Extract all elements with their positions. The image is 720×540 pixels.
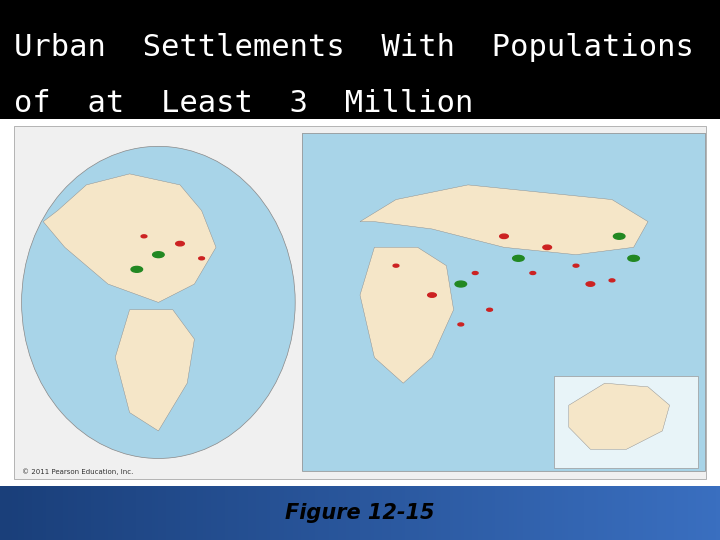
- Circle shape: [628, 255, 639, 261]
- Circle shape: [131, 266, 143, 272]
- Text: Urban  Settlements  With  Populations: Urban Settlements With Populations: [14, 33, 694, 62]
- Circle shape: [153, 252, 164, 258]
- Circle shape: [530, 272, 536, 274]
- Circle shape: [176, 241, 184, 246]
- FancyBboxPatch shape: [302, 133, 706, 471]
- Polygon shape: [569, 383, 670, 449]
- Circle shape: [543, 245, 552, 249]
- Circle shape: [458, 323, 464, 326]
- Circle shape: [393, 264, 399, 267]
- Circle shape: [199, 257, 204, 260]
- Circle shape: [586, 282, 595, 286]
- Circle shape: [487, 308, 492, 311]
- Circle shape: [141, 235, 147, 238]
- Circle shape: [428, 293, 436, 297]
- Ellipse shape: [22, 146, 295, 458]
- Circle shape: [613, 233, 625, 239]
- Circle shape: [513, 255, 524, 261]
- Text: Figure 12-15: Figure 12-15: [285, 503, 435, 523]
- Circle shape: [500, 234, 508, 239]
- Circle shape: [609, 279, 615, 282]
- Bar: [554, 376, 698, 468]
- Circle shape: [573, 264, 579, 267]
- Text: © 2011 Pearson Education, Inc.: © 2011 Pearson Education, Inc.: [22, 468, 133, 475]
- Polygon shape: [115, 310, 194, 431]
- Circle shape: [455, 281, 467, 287]
- Polygon shape: [360, 185, 648, 255]
- Text: of  at  Least  3  Million: of at Least 3 Million: [14, 89, 474, 118]
- Circle shape: [472, 272, 478, 274]
- Polygon shape: [360, 247, 454, 383]
- Polygon shape: [43, 174, 216, 302]
